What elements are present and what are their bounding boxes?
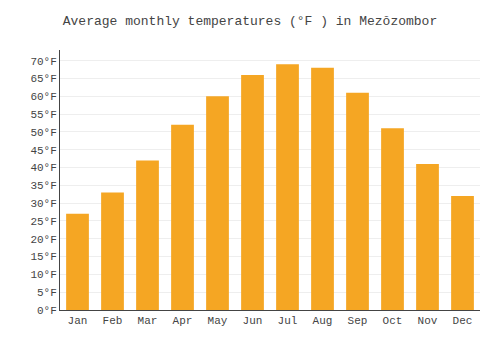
- svg-text:65°F: 65°F: [30, 73, 56, 85]
- svg-text:15°F: 15°F: [30, 251, 56, 263]
- svg-text:Sep: Sep: [348, 315, 368, 327]
- svg-text:50°F: 50°F: [30, 127, 56, 139]
- svg-text:Feb: Feb: [103, 315, 123, 327]
- svg-text:35°F: 35°F: [30, 180, 56, 192]
- svg-text:Jun: Jun: [243, 315, 263, 327]
- svg-text:20°F: 20°F: [30, 234, 56, 246]
- svg-text:Aug: Aug: [313, 315, 333, 327]
- svg-text:70°F: 70°F: [30, 56, 56, 68]
- svg-text:Nov: Nov: [418, 315, 438, 327]
- svg-text:60°F: 60°F: [30, 91, 56, 103]
- svg-text:55°F: 55°F: [30, 109, 56, 121]
- svg-text:Average monthly temperatures (: Average monthly temperatures (°F ) in Me…: [63, 14, 437, 29]
- svg-text:25°F: 25°F: [30, 216, 56, 228]
- svg-text:Jul: Jul: [278, 315, 298, 327]
- svg-text:Apr: Apr: [173, 315, 193, 327]
- svg-text:40°F: 40°F: [30, 162, 56, 174]
- svg-text:May: May: [208, 315, 228, 327]
- svg-text:30°F: 30°F: [30, 198, 56, 210]
- svg-text:Dec: Dec: [453, 315, 473, 327]
- svg-text:10°F: 10°F: [30, 269, 56, 281]
- svg-text:Jan: Jan: [68, 315, 88, 327]
- svg-text:45°F: 45°F: [30, 145, 56, 157]
- svg-text:Mar: Mar: [138, 315, 158, 327]
- svg-text:Oct: Oct: [383, 315, 403, 327]
- svg-text:0°F: 0°F: [37, 305, 57, 317]
- svg-text:5°F: 5°F: [37, 287, 57, 299]
